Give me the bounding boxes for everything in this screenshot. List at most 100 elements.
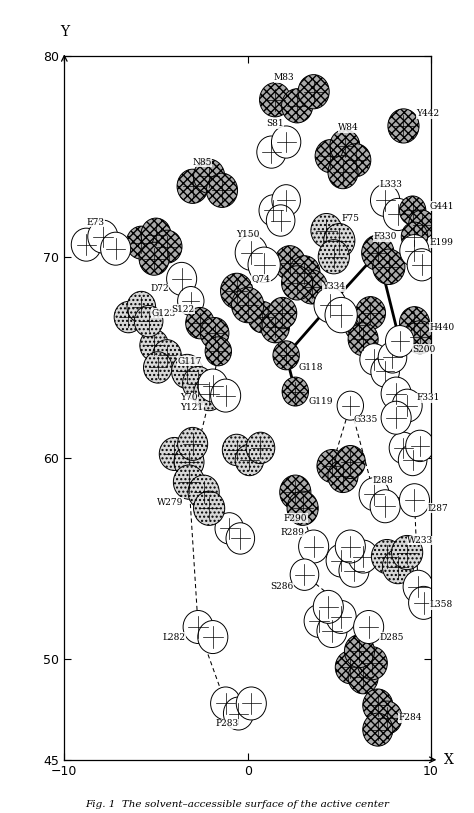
Circle shape <box>71 228 101 261</box>
Circle shape <box>317 450 347 483</box>
Text: Y150: Y150 <box>236 230 259 239</box>
Circle shape <box>407 249 437 280</box>
Circle shape <box>246 433 275 463</box>
Circle shape <box>317 615 347 647</box>
Text: W84: W84 <box>338 124 359 133</box>
Circle shape <box>186 307 214 339</box>
Circle shape <box>398 444 427 476</box>
Circle shape <box>325 298 357 333</box>
Circle shape <box>373 249 405 285</box>
Circle shape <box>266 205 295 237</box>
Circle shape <box>159 437 189 471</box>
Text: E73: E73 <box>86 218 104 227</box>
Circle shape <box>235 235 267 271</box>
Circle shape <box>193 491 225 525</box>
Circle shape <box>318 240 349 274</box>
Circle shape <box>222 434 251 466</box>
Text: Q74: Q74 <box>251 274 270 284</box>
Circle shape <box>381 377 411 410</box>
Circle shape <box>260 83 291 117</box>
Circle shape <box>134 306 163 337</box>
Circle shape <box>272 126 301 159</box>
Circle shape <box>372 701 402 734</box>
Text: E199: E199 <box>429 238 453 247</box>
Circle shape <box>345 635 374 667</box>
Circle shape <box>389 433 418 463</box>
Circle shape <box>223 697 254 730</box>
Circle shape <box>289 256 320 290</box>
Text: W279: W279 <box>157 498 183 506</box>
Circle shape <box>140 329 168 361</box>
Circle shape <box>363 713 393 746</box>
Circle shape <box>339 554 369 587</box>
Circle shape <box>381 402 411 434</box>
Circle shape <box>337 391 364 420</box>
Circle shape <box>401 222 428 251</box>
Circle shape <box>193 376 225 411</box>
Circle shape <box>324 224 355 258</box>
Circle shape <box>172 354 203 389</box>
Circle shape <box>335 530 365 563</box>
Text: H440: H440 <box>429 323 454 332</box>
Circle shape <box>406 430 434 462</box>
Circle shape <box>335 650 365 684</box>
Circle shape <box>178 286 204 315</box>
Text: F290: F290 <box>283 514 307 523</box>
Circle shape <box>348 540 378 573</box>
Circle shape <box>139 242 169 276</box>
Circle shape <box>356 297 385 329</box>
Text: X: X <box>444 753 454 767</box>
Circle shape <box>282 89 313 123</box>
Circle shape <box>144 352 172 383</box>
Circle shape <box>231 287 264 323</box>
Circle shape <box>383 550 413 584</box>
Circle shape <box>400 484 429 517</box>
Text: I287: I287 <box>427 504 448 513</box>
Text: S200: S200 <box>413 345 436 354</box>
Circle shape <box>348 323 378 356</box>
Text: G335: G335 <box>354 415 378 424</box>
Circle shape <box>174 446 204 479</box>
Circle shape <box>183 611 213 644</box>
Circle shape <box>127 291 155 323</box>
Text: M83: M83 <box>274 73 295 82</box>
Circle shape <box>273 341 300 370</box>
Text: D72: D72 <box>150 285 169 293</box>
Circle shape <box>206 173 237 207</box>
Text: Y442: Y442 <box>416 110 439 119</box>
Circle shape <box>296 270 328 304</box>
Text: Fig. 1  The solvent–accessible surface of the active center: Fig. 1 The solvent–accessible surface of… <box>85 800 389 809</box>
Text: Y: Y <box>60 25 69 39</box>
Circle shape <box>188 475 219 509</box>
Circle shape <box>248 247 280 282</box>
Text: Y121: Y121 <box>181 403 204 412</box>
Text: P283: P283 <box>216 719 239 728</box>
Circle shape <box>177 169 208 203</box>
Circle shape <box>400 235 429 267</box>
Circle shape <box>335 446 365 479</box>
Circle shape <box>290 559 319 590</box>
Text: G123: G123 <box>152 309 176 318</box>
Circle shape <box>235 444 264 476</box>
Circle shape <box>274 246 305 280</box>
Circle shape <box>261 311 290 343</box>
Circle shape <box>313 590 343 624</box>
Circle shape <box>354 611 383 644</box>
Circle shape <box>405 320 435 354</box>
Circle shape <box>372 540 402 574</box>
Circle shape <box>259 195 288 226</box>
Text: W233: W233 <box>407 536 433 545</box>
Circle shape <box>392 536 423 570</box>
Circle shape <box>357 646 387 680</box>
Text: L282: L282 <box>162 633 185 641</box>
Circle shape <box>392 389 422 422</box>
Text: G119: G119 <box>308 397 333 406</box>
Circle shape <box>126 226 156 259</box>
Circle shape <box>341 144 371 176</box>
Circle shape <box>359 478 389 511</box>
Circle shape <box>328 156 358 189</box>
Circle shape <box>400 196 426 225</box>
Circle shape <box>311 214 342 248</box>
Circle shape <box>257 136 286 168</box>
Circle shape <box>328 459 358 493</box>
